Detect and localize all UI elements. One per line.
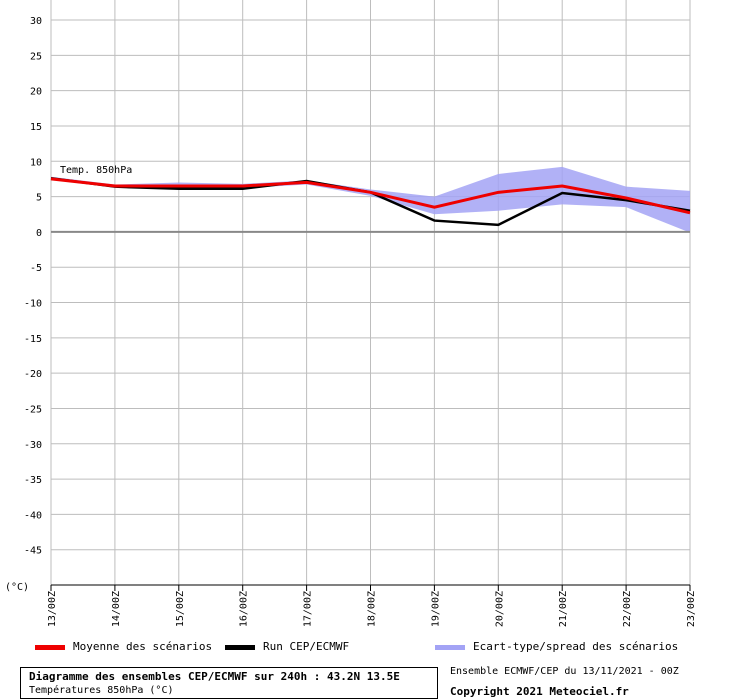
y-tick-label: 5 bbox=[36, 193, 42, 204]
y-tick-label: -45 bbox=[24, 546, 42, 557]
chart-grid bbox=[50, 0, 691, 591]
y-tick-label: -40 bbox=[24, 510, 42, 521]
y-tick-label: -10 bbox=[24, 299, 42, 310]
x-tick-label: 13/00Z bbox=[47, 591, 58, 627]
x-tick-label: 23/00Z bbox=[686, 591, 697, 627]
legend-spread-swatch bbox=[435, 644, 465, 650]
footer-subtitle: Températures 850hPa (°C) bbox=[29, 685, 174, 696]
y-tick-label: -35 bbox=[24, 475, 42, 486]
legend-mean-label: Moyenne des scénarios bbox=[73, 640, 213, 653]
legend-mean-swatch bbox=[35, 644, 65, 650]
footer-ensemble: Ensemble ECMWF/CEP du 13/11/2021 - 00Z bbox=[450, 666, 679, 677]
spread-band bbox=[51, 166, 690, 233]
x-tick-label: 16/00Z bbox=[239, 591, 250, 627]
y-tick-label: -5 bbox=[30, 263, 42, 274]
x-tick-label: 18/00Z bbox=[367, 591, 378, 627]
y-tick-labels: 30 25 20 15 10 5 0 -5 -10 -15 -20 -25 -30 -35 -40 -45 bbox=[24, 16, 42, 557]
x-tick-labels: 13/00Z 14/00Z 15/00Z 16/00Z 17/00Z 18/00Z 19/0… bbox=[47, 591, 697, 627]
footer-title-box: Diagramme des ensembles CEP/ECMWF sur 24… bbox=[20, 667, 438, 699]
legend-spread-label: Ecart-type/spread des scénarios bbox=[473, 640, 679, 653]
footer-title: Diagramme des ensembles CEP/ECMWF sur 24… bbox=[29, 670, 400, 683]
x-tick-label: 19/00Z bbox=[430, 591, 441, 627]
legend-spread: Ecart-type/spread des scénarios bbox=[435, 640, 678, 653]
x-tick-label: 20/00Z bbox=[494, 591, 505, 627]
x-tick-label: 14/00Z bbox=[111, 591, 122, 627]
y-tick-label: -15 bbox=[24, 334, 42, 345]
legend-run-label: Run CEP/ECMWF bbox=[263, 640, 350, 653]
legend-run: Run CEP/ECMWF bbox=[225, 640, 349, 653]
y-tick-label: -20 bbox=[24, 369, 42, 380]
y-tick-label: 0 bbox=[36, 228, 42, 239]
x-tick-label: 22/00Z bbox=[622, 591, 633, 627]
series-mean-line bbox=[50, 177, 691, 215]
x-tick-label: 17/00Z bbox=[303, 591, 314, 627]
series-label: Temp. 850hPa bbox=[60, 165, 132, 176]
y-tick-label: -30 bbox=[24, 440, 42, 451]
y-tick-label: 20 bbox=[30, 87, 42, 98]
footer-copyright: Copyright 2021 Meteociel.fr bbox=[450, 685, 629, 698]
y-tick-label: 10 bbox=[30, 157, 42, 168]
legend-mean: Moyenne des scénarios bbox=[35, 640, 212, 653]
x-tick-label: 15/00Z bbox=[175, 591, 186, 627]
y-tick-label: 30 bbox=[30, 16, 42, 27]
legend-run-swatch bbox=[225, 644, 255, 650]
y-tick-label: 25 bbox=[30, 51, 42, 62]
unit-label: (°C) bbox=[5, 582, 29, 593]
temperature-chart: 30 25 20 15 10 5 0 -5 -10 -15 -20 -25 -30 -35 -40 -45 1… bbox=[5, 0, 697, 627]
y-tick-label: 15 bbox=[30, 122, 42, 133]
y-tick-label: -25 bbox=[24, 404, 42, 415]
x-tick-label: 21/00Z bbox=[558, 591, 569, 627]
